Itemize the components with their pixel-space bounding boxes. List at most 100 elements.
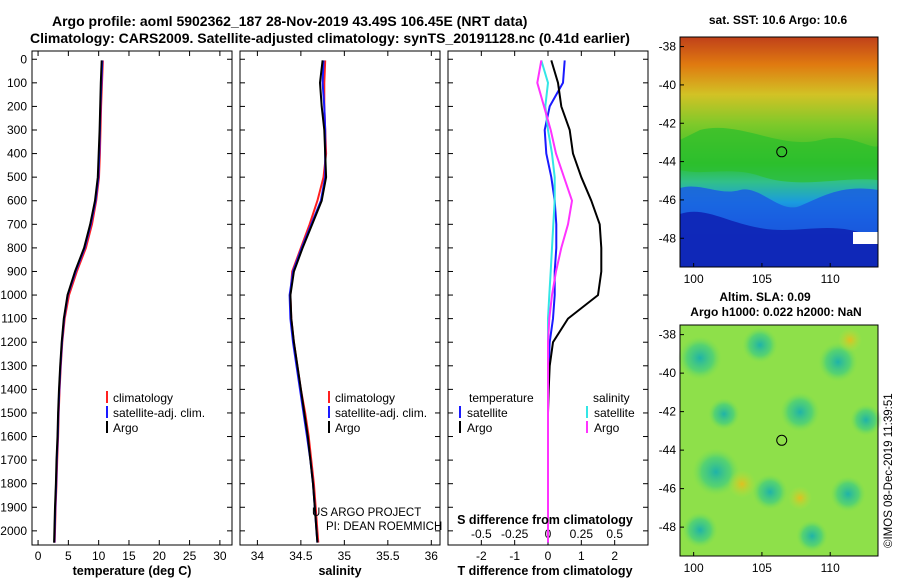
depth-tick-label: 800 [7, 241, 27, 255]
series-line [536, 60, 573, 543]
difference-xlabel: T difference from climatology [457, 564, 632, 578]
x-tick-label: 5 [65, 549, 72, 563]
x-tick-label: -1 [509, 549, 520, 563]
sla-eddy [682, 512, 718, 548]
temperature-xlabel: temperature (deg C) [73, 564, 192, 578]
x-tick-label: 0 [35, 549, 42, 563]
footer-stamp: ©IMOS 08-Dec-2019 11:39:51 [883, 393, 895, 548]
map-x-tick-label: 110 [821, 561, 840, 575]
temperature-x-axis: 0 5 10 15 20 25 30 [35, 51, 227, 563]
difference-x-axis: -2 -1 0 1 2 [476, 51, 618, 563]
sla-eddy [678, 336, 722, 380]
sla-map-frame [679, 324, 879, 557]
top-tick-label: -0.5 [471, 527, 492, 541]
legend-climatology: climatology [113, 391, 173, 405]
sla-high [838, 328, 862, 352]
x-tick-label: 36 [425, 549, 439, 563]
x-tick-label: 1 [578, 549, 585, 563]
x-tick-label: 25 [183, 549, 197, 563]
sst-map-axes: 100 105 110 -38 -40 -42 -44 -46 -48 [659, 40, 840, 286]
depth-tick-label: 1400 [0, 382, 27, 396]
top-tick-label: 0.5 [606, 527, 623, 541]
sla-map-title-2: Argo h1000: 0.022 h2000: NaN [690, 305, 861, 319]
map-x-tick-label: 110 [821, 272, 840, 286]
legend-s-argo: Argo [594, 421, 620, 435]
salinity-series [288, 60, 328, 543]
salinity-difference-top-axis: -0.5 -0.25 0 0.25 0.5 [471, 527, 623, 541]
sla-map-title-1: Altim. SLA: 0.09 [719, 290, 811, 304]
difference-legend: temperature salinity satellite Argo sate… [459, 391, 635, 435]
depth-tick-label: 1900 [0, 500, 27, 514]
series-line [288, 60, 327, 543]
sst-map-frame [679, 36, 879, 268]
x-tick-label: 30 [213, 549, 227, 563]
header-line-2: Climatology: CARS2009. Satellite-adjuste… [30, 30, 630, 46]
series-line [53, 60, 103, 543]
legend-swatch-satellite [328, 406, 330, 418]
x-tick-label: 2 [611, 549, 618, 563]
map-y-tick-label: -38 [659, 40, 677, 54]
top-tick-label: 0.25 [570, 527, 594, 541]
legend-swatch-climatology [106, 391, 108, 403]
map-y-tick-label: -46 [659, 482, 677, 496]
difference-top-label: S difference from climatology [457, 513, 633, 527]
difference-series [536, 60, 603, 543]
series-line [53, 60, 104, 543]
map-y-tick-label: -48 [659, 231, 677, 245]
legend-swatch-s-argo [586, 421, 588, 433]
x-tick-label: 35.5 [376, 549, 400, 563]
depth-tick-label: 1100 [1, 312, 27, 326]
salinity-legend: climatology satellite-adj. clim. Argo [328, 391, 427, 435]
map-x-tick-label: 105 [752, 561, 772, 575]
sst-map [679, 36, 879, 268]
sst-green-patch [680, 127, 878, 183]
series-line [547, 60, 603, 543]
legend-swatch-t-argo [459, 421, 461, 433]
depth-tick-label: 1500 [0, 406, 27, 420]
legend-satellite: satellite-adj. clim. [113, 406, 205, 420]
sla-profile-marker [776, 434, 788, 446]
depth-axis: 0 100 200 300 400 500 600 700 800 900 1000 1100 1200… [0, 52, 648, 538]
depth-tick-label: 1000 [0, 288, 27, 302]
sla-eddy [796, 520, 828, 552]
legend-swatch-s-satellite [586, 406, 588, 418]
map-x-tick-label: 100 [684, 272, 704, 286]
sla-eddy [780, 392, 820, 432]
map-y-tick-label: -40 [659, 78, 677, 92]
project-annotation-2: PI: DEAN ROEMMICH [326, 521, 442, 533]
x-tick-label: 34 [251, 549, 265, 563]
map-y-tick-label: -48 [659, 520, 677, 534]
x-tick-label: -2 [476, 549, 487, 563]
map-y-tick-label: -44 [659, 443, 677, 457]
legend-swatch-satellite [106, 406, 108, 418]
legend-header-salinity: salinity [593, 391, 630, 405]
legend-s-satellite: satellite [594, 406, 635, 420]
depth-tick-label: 200 [7, 99, 27, 113]
sst-profile-marker [776, 146, 788, 158]
sla-map [678, 324, 882, 557]
x-tick-label: 34.5 [289, 549, 313, 563]
x-tick-label: 10 [92, 549, 106, 563]
depth-tick-label: 100 [7, 76, 27, 90]
sst-missing-data [853, 232, 878, 244]
map-y-tick-label: -42 [659, 405, 677, 419]
x-tick-label: 0 [545, 549, 552, 563]
depth-tick-label: 1600 [0, 430, 27, 444]
header-line-1: Argo profile: aoml 5902362_187 28-Nov-20… [52, 13, 527, 29]
temperature-series [53, 60, 104, 543]
sla-eddy [708, 398, 740, 430]
legend-argo: Argo [335, 421, 361, 435]
depth-tick-label: 700 [7, 217, 27, 231]
sst-cold-core [680, 211, 878, 267]
depth-tick-label: 400 [7, 147, 27, 161]
legend-climatology: climatology [335, 391, 395, 405]
depth-tick-label: 1200 [0, 335, 27, 349]
legend-argo: Argo [113, 421, 139, 435]
depth-tick-label: 0 [20, 52, 27, 66]
salinity-x-axis: 34 34.5 35 35.5 36 [251, 51, 439, 563]
series-line [53, 60, 104, 543]
map-x-tick-label: 100 [684, 561, 704, 575]
x-tick-label: 15 [122, 549, 136, 563]
legend-header-temperature: temperature [469, 391, 534, 405]
map-y-tick-label: -40 [659, 366, 677, 380]
